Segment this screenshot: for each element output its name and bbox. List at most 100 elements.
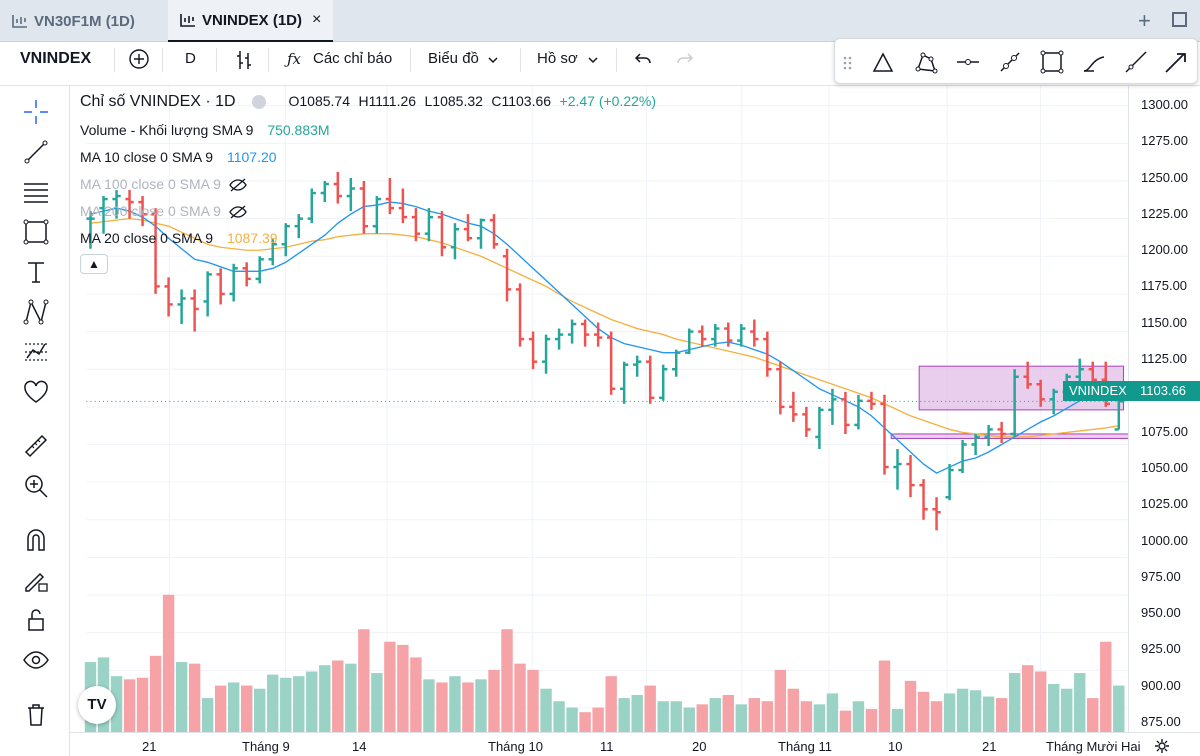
- volume-bar: [735, 704, 748, 756]
- trend-line-icon[interactable]: [22, 138, 50, 166]
- ray-tool-icon[interactable]: [1123, 49, 1149, 75]
- zoom-in-icon[interactable]: [22, 472, 50, 500]
- volume-bar: [566, 707, 578, 756]
- ma10-legend[interactable]: MA 10 close 0 SMA 9 1107.20: [80, 149, 281, 165]
- price-tick: 1250.00: [1141, 169, 1188, 185]
- collapse-indicators-button[interactable]: ▲: [80, 254, 108, 274]
- price-tick: 1025.00: [1141, 496, 1188, 512]
- arrow-tool-icon[interactable]: [1163, 49, 1189, 75]
- redo-icon[interactable]: [676, 52, 694, 66]
- price-scale[interactable]: 1300.00 1275.00 1250.00 1225.00 1200.00 1175.…: [1128, 86, 1200, 732]
- prediction-tool-icon[interactable]: [22, 338, 50, 366]
- tab-vnindex[interactable]: VNINDEX (1D) ×: [168, 0, 334, 42]
- ruler-icon[interactable]: [22, 432, 50, 460]
- tab-bar: VN30F1M (1D) VNINDEX (1D) × +: [0, 0, 1200, 42]
- ma20-legend[interactable]: MA 20 close 0 SMA 9 1087.39: [80, 230, 282, 246]
- lock-drawings-icon[interactable]: [22, 566, 50, 594]
- polyline-tool-icon[interactable]: [913, 49, 939, 75]
- brush-tool-icon[interactable]: [1081, 49, 1107, 75]
- volume-bar: [1034, 671, 1047, 756]
- price-tick: 1050.00: [1141, 459, 1188, 475]
- interval-button[interactable]: D: [185, 50, 196, 67]
- horizontal-line-icon[interactable]: [955, 49, 981, 75]
- volume-bar: [540, 688, 552, 756]
- magnet-icon[interactable]: [22, 526, 50, 554]
- volume-bar: [110, 676, 123, 756]
- tab-label: VNINDEX (1D): [202, 11, 303, 29]
- volume-bar: [514, 663, 526, 756]
- volume-bar: [306, 671, 318, 756]
- indicators-button[interactable]: Các chỉ báo: [313, 50, 393, 67]
- ohlc-low: L1085.32: [424, 93, 483, 109]
- volume-bar: [293, 676, 305, 756]
- price-tick: 1150.00: [1141, 314, 1188, 330]
- ohlc-change: +2.47 (+0.22%): [559, 93, 657, 109]
- ma200-legend[interactable]: MA 200 close 0 SMA 9: [80, 203, 247, 219]
- trash-icon[interactable]: [22, 700, 50, 728]
- volume-bar: [1021, 665, 1034, 756]
- drag-handle-icon[interactable]: [841, 49, 855, 75]
- curve-tool-icon[interactable]: [871, 49, 897, 75]
- rectangle-tool-icon[interactable]: [22, 218, 50, 246]
- volume-bar: [878, 660, 891, 756]
- compare-add-icon[interactable]: [128, 48, 150, 70]
- volume-bar: [995, 698, 1008, 756]
- price-chart[interactable]: [70, 86, 1200, 756]
- hidden-eye-icon[interactable]: [228, 205, 247, 219]
- ohlc-close: C1103.66: [491, 93, 552, 109]
- price-tick: 875.00: [1141, 714, 1181, 729]
- fib-tool-icon[interactable]: [22, 178, 50, 206]
- ma10-value: 1107.20: [226, 149, 277, 165]
- rectangle-tool-icon[interactable]: [1039, 49, 1065, 75]
- volume-bar: [930, 701, 943, 756]
- volume-bar: [943, 693, 956, 756]
- bar-style-icon[interactable]: [234, 49, 254, 71]
- time-axis[interactable]: 21 Tháng 9 14 Tháng 10 11 20 Tháng 11 10 21 Tháng…: [70, 732, 1200, 756]
- chart-type-button[interactable]: Biểu đồ: [428, 50, 479, 67]
- time-tick: Tháng 10: [488, 739, 543, 754]
- divider: [268, 48, 269, 72]
- chart-title[interactable]: Chỉ số VNINDEX · 1D: [80, 93, 236, 110]
- undo-icon[interactable]: [634, 52, 652, 66]
- divider: [520, 48, 521, 72]
- volume-bar: [162, 594, 175, 756]
- price-tick: 1175.00: [1141, 278, 1188, 294]
- tab-vn30f1m[interactable]: VN30F1M (1D): [0, 0, 147, 42]
- divider: [616, 48, 617, 72]
- price-tick: 1300.00: [1141, 97, 1188, 112]
- volume-bar: [123, 679, 136, 756]
- volume-bar: [761, 701, 774, 756]
- ma200-label: MA 200 close 0 SMA 9: [80, 203, 221, 219]
- volume-bar: [188, 663, 201, 756]
- ma100-legend[interactable]: MA 100 close 0 SMA 9: [80, 176, 247, 192]
- ohlc-high: H1111.26: [358, 93, 417, 109]
- volume-bar: [175, 662, 188, 756]
- ma100-label: MA 100 close 0 SMA 9: [80, 176, 221, 192]
- maximize-icon[interactable]: [1172, 12, 1187, 27]
- volume-legend[interactable]: Volume - Khối lượng SMA 9 750.883M: [80, 122, 334, 138]
- text-tool-icon[interactable]: [22, 258, 50, 286]
- settings-gear-icon[interactable]: [1154, 738, 1170, 754]
- eye-icon[interactable]: [22, 646, 50, 674]
- volume-bar: [280, 677, 292, 756]
- time-tick: 11: [600, 739, 614, 754]
- symbol-search[interactable]: VNINDEX: [20, 50, 92, 67]
- time-tick: Tháng 11: [778, 739, 832, 754]
- heart-icon[interactable]: [22, 378, 50, 406]
- profile-button[interactable]: Hồ sơ: [537, 50, 578, 67]
- volume-bar: [748, 698, 761, 756]
- trend-line-icon[interactable]: [997, 49, 1023, 75]
- volume-bar: [214, 685, 227, 756]
- unlock-icon[interactable]: [22, 606, 50, 634]
- volume-bar: [488, 669, 500, 756]
- ma10-label: MA 10 close 0 SMA 9: [80, 149, 214, 165]
- ohlc-open: O1085.74: [288, 93, 351, 109]
- volume-bar: [371, 673, 383, 756]
- collapse-legend-icon[interactable]: [252, 94, 267, 109]
- time-tick: 20: [692, 739, 707, 754]
- add-tab-icon[interactable]: +: [1138, 8, 1151, 33]
- hidden-eye-icon[interactable]: [228, 178, 247, 192]
- crosshair-icon[interactable]: [22, 98, 50, 126]
- close-icon[interactable]: ×: [312, 11, 322, 28]
- pattern-tool-icon[interactable]: [22, 298, 50, 326]
